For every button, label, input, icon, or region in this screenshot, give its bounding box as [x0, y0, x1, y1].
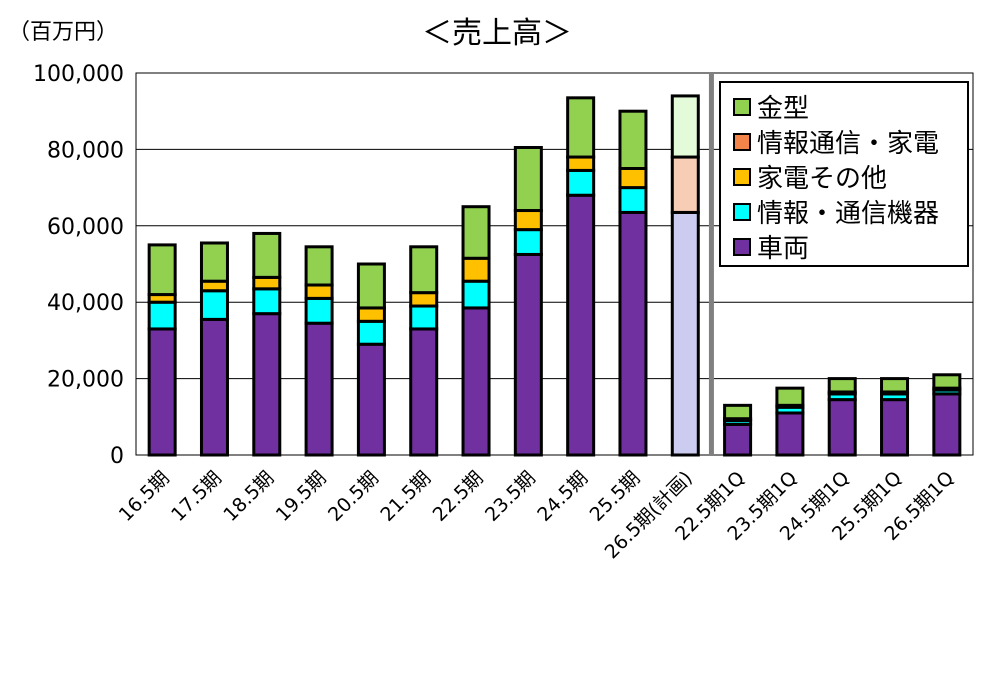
- bar-segment: [618, 167, 648, 190]
- bar-segment: [461, 306, 491, 457]
- legend-label: 家電その他: [757, 164, 888, 194]
- x-tick-label: 18.5期: [219, 467, 278, 526]
- bar-segment: [566, 168, 596, 197]
- bar-segment: [461, 256, 491, 283]
- bar-segment: [618, 109, 648, 170]
- x-tick-label: 24.5期: [533, 467, 592, 526]
- legend-swatch: [733, 97, 751, 116]
- y-tick-label: 60,000: [47, 215, 124, 240]
- legend-item: 車両: [733, 229, 967, 264]
- legend-item: 金型: [733, 89, 967, 124]
- bar-segment: [356, 306, 386, 323]
- bar-segment: [827, 377, 857, 394]
- bar-segment: [356, 342, 386, 457]
- unit-label: （百万円）: [8, 20, 119, 45]
- bar-segment: [513, 209, 543, 232]
- x-tick-label: 20.5期: [324, 467, 383, 526]
- legend-swatch: [733, 132, 751, 151]
- x-tick-label: 17.5期: [167, 467, 226, 526]
- bar-segment: [566, 193, 596, 457]
- bar-segment: [827, 398, 857, 457]
- bar-segment: [252, 231, 282, 279]
- y-tick-label: 100,000: [33, 62, 124, 87]
- legend-label: 金型: [757, 94, 810, 124]
- bar-segment: [409, 327, 439, 457]
- x-tick-label: 16.5期: [115, 467, 174, 526]
- bar-segment: [356, 262, 386, 310]
- y-tick-label: 20,000: [47, 368, 124, 393]
- bar-segment: [147, 243, 177, 297]
- bar-segment: [880, 398, 910, 457]
- bar-segment: [147, 327, 177, 457]
- bar-segment: [304, 283, 334, 300]
- bars: [147, 94, 962, 457]
- bar-segment: [880, 377, 910, 394]
- x-tick-label: 23.5期: [481, 467, 540, 526]
- bar-segment: [513, 145, 543, 213]
- bar-segment: [304, 321, 334, 457]
- y-tick-labels: 0 20,000 40,000 60,000 80,000 100,000: [33, 62, 124, 469]
- bar-segment: [775, 386, 805, 407]
- bar-segment: [513, 252, 543, 457]
- bar-segment: [252, 287, 282, 316]
- bar-segment: [409, 304, 439, 331]
- x-tick-label: 21.5期: [376, 467, 435, 526]
- y-tick-label: 80,000: [47, 138, 124, 163]
- x-tick-label: 22.5期: [429, 467, 488, 526]
- bar-segment: [723, 422, 753, 457]
- bar-segment: [566, 96, 596, 159]
- bar-segment: [356, 319, 386, 346]
- bar-segment: [409, 291, 439, 308]
- legend-label: 車両: [757, 234, 810, 264]
- bar-segment: [670, 210, 700, 457]
- bar-segment: [409, 245, 439, 295]
- legend: 金型情報通信・家電 家電その他情報・通信機器 車両: [719, 81, 969, 267]
- bar-segment: [461, 205, 491, 260]
- x-tick-labels: 16.5期17.5期18.5期19.5期20.5期21.5期22.5期23.5期…: [115, 467, 959, 563]
- legend-swatch: [733, 237, 751, 256]
- legend-swatch: [733, 202, 751, 221]
- bar-segment: [252, 275, 282, 291]
- legend-item: 家電その他: [733, 159, 967, 194]
- bar-segment: [199, 241, 229, 283]
- bar-segment: [513, 228, 543, 256]
- bar-segment: [618, 186, 648, 214]
- y-tick-label: 0: [110, 444, 124, 469]
- bar-segment: [252, 312, 282, 457]
- chart-title: ＜売上高＞: [422, 16, 572, 51]
- bar-segment: [304, 245, 334, 287]
- legend-label: 情報・通信機器: [757, 199, 940, 229]
- bar-segment: [670, 155, 700, 214]
- bar-segment: [932, 373, 962, 390]
- bar-segment: [932, 392, 962, 457]
- legend-item: 情報・通信機器: [733, 194, 967, 229]
- bar-segment: [147, 300, 177, 331]
- legend-item: 情報通信・家電: [733, 124, 967, 159]
- y-tick-label: 40,000: [47, 291, 124, 316]
- bar-segment: [670, 94, 700, 159]
- bar-segment: [199, 317, 229, 457]
- legend-label: 情報通信・家電: [757, 129, 940, 159]
- bar-segment: [304, 296, 334, 325]
- bar-segment: [199, 289, 229, 321]
- legend-swatch: [733, 167, 751, 186]
- x-tick-label: 19.5期: [272, 467, 331, 526]
- bar-segment: [566, 155, 596, 172]
- bar-segment: [618, 210, 648, 457]
- bar-segment: [723, 403, 753, 421]
- bar-segment: [775, 411, 805, 457]
- bar-segment: [461, 279, 491, 310]
